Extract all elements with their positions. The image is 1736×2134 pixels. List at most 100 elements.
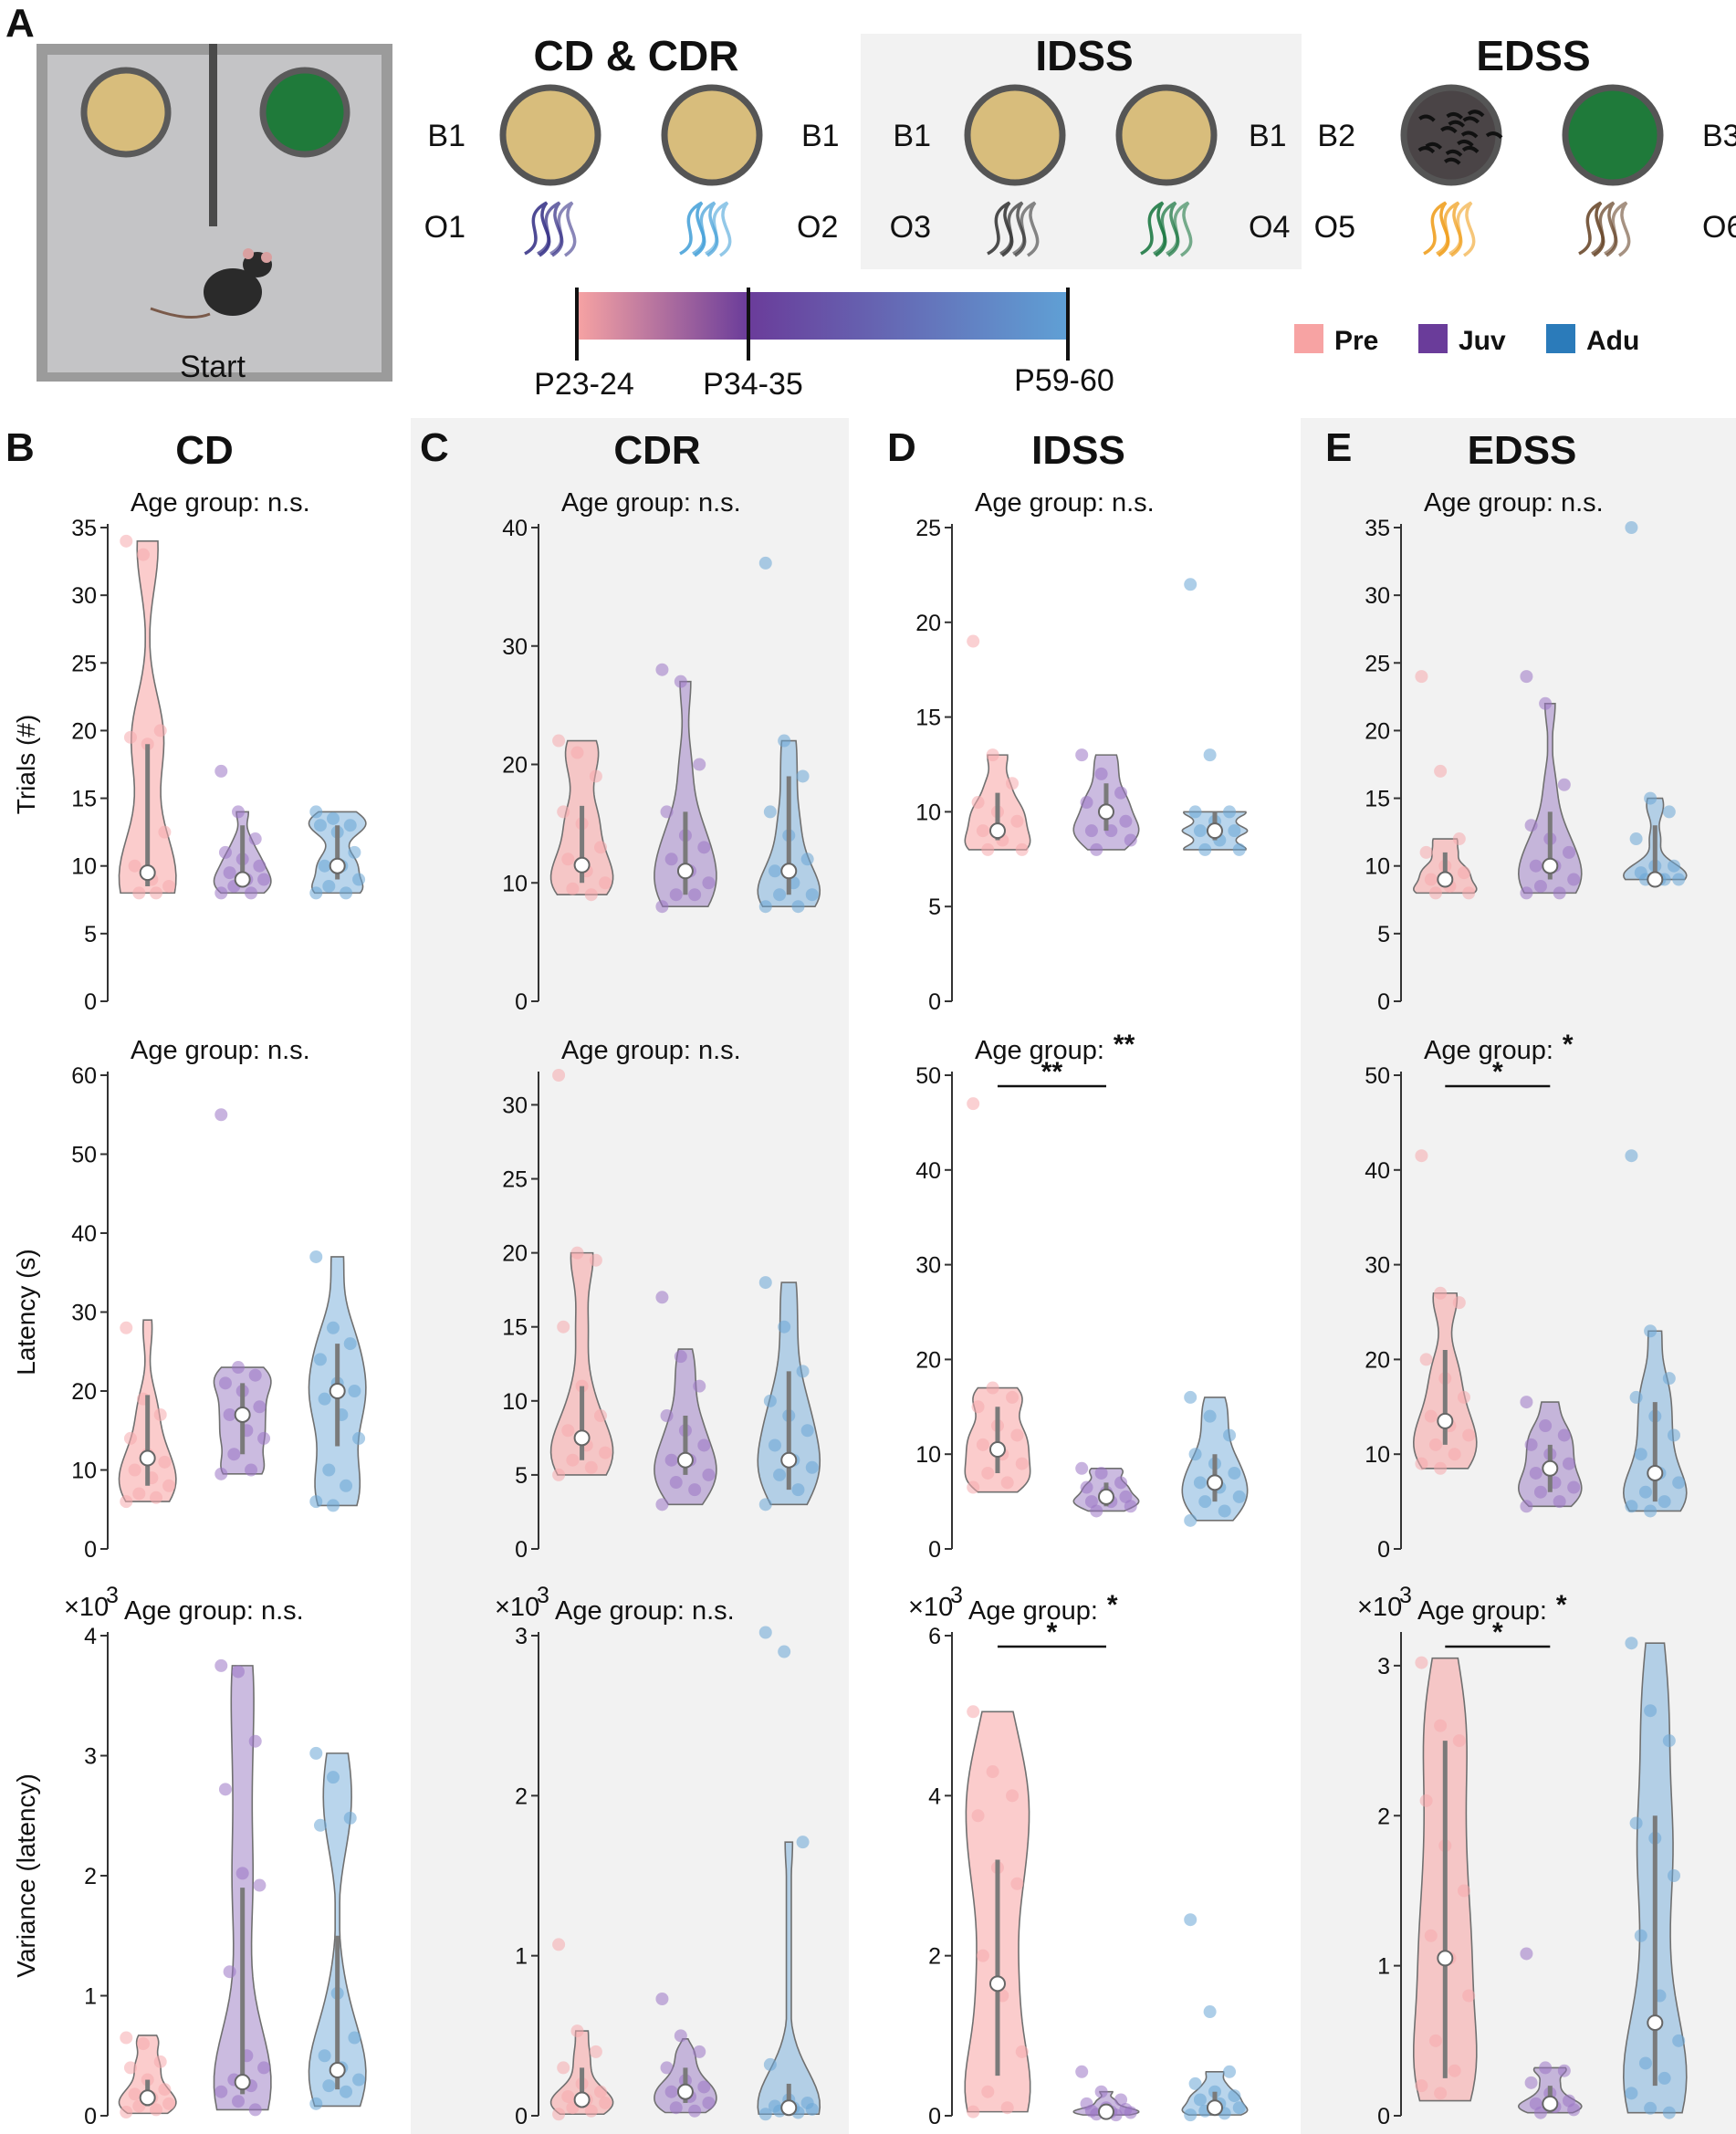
data-point xyxy=(758,1276,772,1290)
y-tick-label: 35 xyxy=(1365,516,1390,541)
y-tick-label: 20 xyxy=(1365,718,1390,744)
violin-pre xyxy=(964,634,1031,856)
data-point xyxy=(1520,670,1533,684)
data-point xyxy=(1638,1485,1652,1499)
median-marker xyxy=(1647,2014,1664,2032)
bowl-5: B2 O5 xyxy=(1314,84,1503,257)
data-point xyxy=(120,2106,133,2119)
data-point xyxy=(327,1321,340,1334)
data-point xyxy=(655,1291,669,1304)
data-point xyxy=(1415,1457,1428,1470)
data-point xyxy=(327,1771,340,1784)
data-point xyxy=(150,886,163,900)
rubber-texture-mark xyxy=(1417,146,1436,154)
data-point xyxy=(1198,842,1212,856)
stat-annotation: Age group: n.s. xyxy=(975,488,1155,518)
stat-annotation: Age group: xyxy=(1424,1036,1553,1065)
data-point xyxy=(1228,1466,1241,1480)
violin-pre xyxy=(118,534,177,900)
data-point xyxy=(688,888,702,902)
violin-adu xyxy=(757,1626,821,2121)
axis-multiplier-exponent: 3 xyxy=(106,1583,119,1608)
data-point xyxy=(800,1424,814,1438)
y-tick-label: 3 xyxy=(84,1744,97,1770)
data-point xyxy=(120,1495,133,1509)
data-point xyxy=(1090,1504,1103,1518)
median-marker xyxy=(139,864,156,882)
data-point xyxy=(1006,1390,1020,1404)
data-point xyxy=(1090,842,1103,856)
violin-pre xyxy=(964,1097,1031,1494)
data-point xyxy=(800,853,814,866)
stat-significance: * xyxy=(1107,1590,1118,1620)
data-point xyxy=(253,859,267,873)
data-point xyxy=(218,1783,232,1796)
data-point xyxy=(584,1460,598,1474)
y-tick-label: 20 xyxy=(915,611,941,636)
data-point xyxy=(1015,2045,1029,2058)
data-point xyxy=(162,1479,176,1492)
median-marker xyxy=(1206,822,1223,840)
data-point xyxy=(1625,1637,1638,1650)
data-point xyxy=(1662,2106,1676,2119)
mouse-icon xyxy=(150,248,272,319)
data-point xyxy=(1668,1428,1680,1442)
data-point xyxy=(120,1321,133,1334)
data-point xyxy=(253,1878,267,1892)
data-point xyxy=(758,900,772,914)
y-tick-label: 15 xyxy=(915,706,941,731)
panel-letter-d: D xyxy=(887,425,916,470)
odor-label: O5 xyxy=(1314,210,1355,245)
median-marker xyxy=(573,856,591,873)
odor-wave-icon xyxy=(1166,201,1193,257)
data-point xyxy=(805,2102,819,2116)
data-point xyxy=(227,1448,241,1461)
violin-pre xyxy=(1412,1149,1478,1475)
data-point xyxy=(967,1097,980,1111)
data-point xyxy=(1084,824,1098,838)
data-point xyxy=(214,1108,228,1122)
data-point xyxy=(322,879,336,893)
data-point xyxy=(1428,1438,1442,1451)
legend-label-pre: Pre xyxy=(1334,326,1378,356)
y-tick-label: 30 xyxy=(71,583,97,609)
rubber-texture-mark xyxy=(1446,111,1463,120)
y-tick-label: 1 xyxy=(84,1984,97,2010)
data-point xyxy=(123,730,137,744)
legend-label-adu: Adu xyxy=(1586,326,1639,356)
y-tick-label: 2 xyxy=(84,1864,97,1889)
data-point xyxy=(660,805,674,819)
data-point xyxy=(128,859,141,873)
data-point xyxy=(763,805,777,819)
data-point xyxy=(1629,1816,1643,1830)
median-marker xyxy=(1097,803,1114,821)
rubber-texture-mark xyxy=(1440,126,1458,134)
data-point xyxy=(1218,1504,1231,1518)
bowl-sand-icon xyxy=(1115,84,1218,186)
data-point xyxy=(1634,1929,1647,1942)
data-point xyxy=(1428,886,1442,900)
violin-adu xyxy=(308,1746,367,2110)
data-point xyxy=(1625,1149,1638,1163)
rubber-texture-mark xyxy=(1418,114,1436,122)
data-point xyxy=(971,1809,985,1823)
axis-multiplier: ×10 xyxy=(908,1593,953,1622)
data-point xyxy=(702,1468,716,1481)
y-tick-label: 0 xyxy=(928,989,941,1015)
y-tick-label: 20 xyxy=(71,1379,97,1405)
data-point xyxy=(693,758,706,771)
odor-wave-icon xyxy=(1448,201,1476,257)
data-point xyxy=(552,1938,566,1951)
data-point xyxy=(352,1431,366,1445)
violin-juv xyxy=(1517,1947,1583,2119)
data-point xyxy=(1557,2064,1571,2077)
data-point xyxy=(778,1320,791,1334)
data-point xyxy=(1006,1789,1020,1803)
y-tick-label: 20 xyxy=(1365,1347,1390,1373)
data-point xyxy=(340,2085,353,2098)
data-point xyxy=(123,1431,137,1445)
